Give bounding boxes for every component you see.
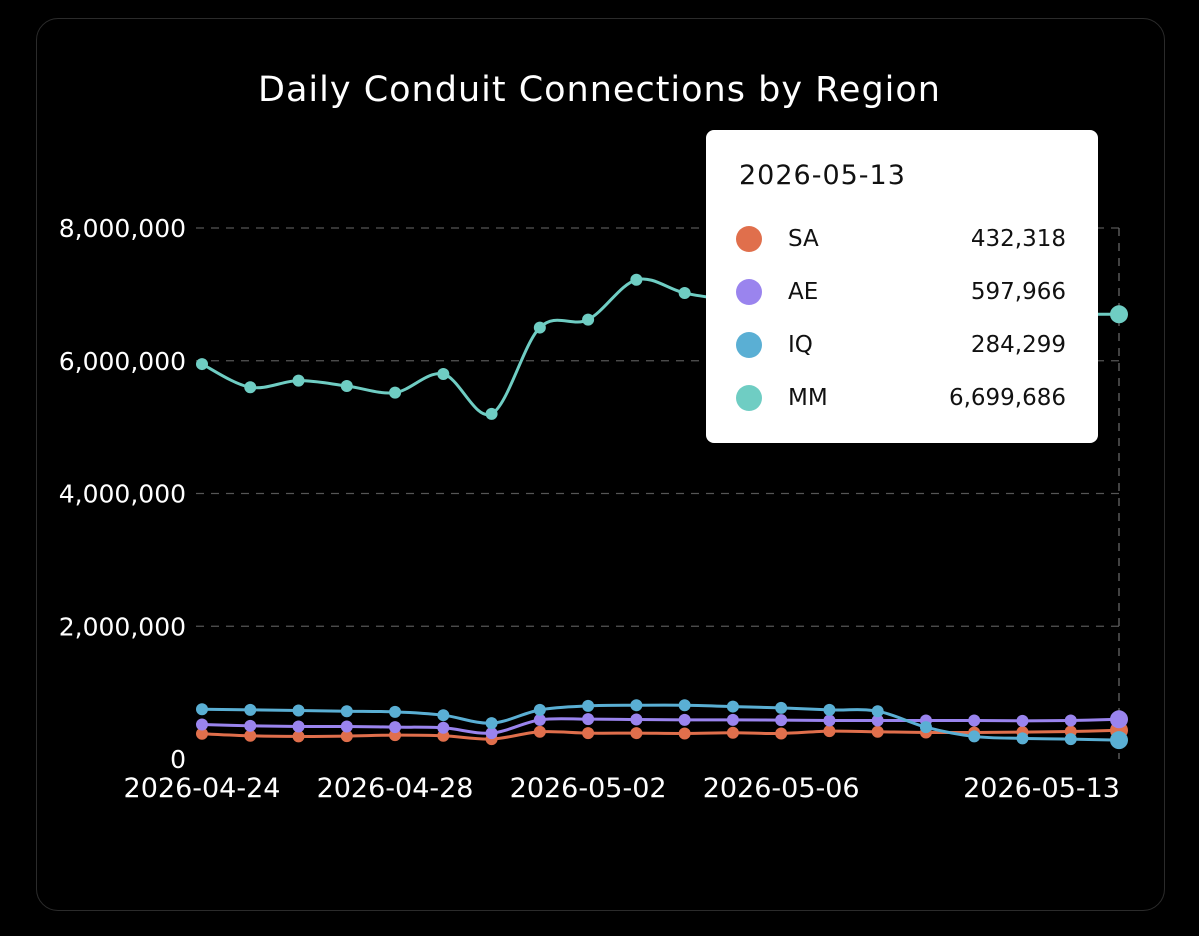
tooltip-row-ae: AE 597,966 (736, 277, 1066, 307)
x-tick-label: 2026-04-24 (124, 773, 281, 804)
data-point-ae[interactable] (678, 713, 691, 726)
data-point-ae[interactable] (630, 713, 643, 726)
data-point-iq[interactable] (244, 703, 257, 716)
data-point-ae[interactable] (437, 721, 450, 734)
data-point-ae[interactable] (389, 721, 402, 734)
data-point-iq[interactable] (630, 699, 643, 712)
data-point-iq[interactable] (196, 703, 208, 716)
tooltip-series-value: 432,318 (970, 226, 1066, 252)
data-point-iq[interactable] (919, 721, 932, 734)
data-point-sa[interactable] (775, 727, 788, 740)
data-point-mm[interactable] (630, 273, 643, 286)
data-point-ae[interactable] (244, 719, 257, 732)
data-point-ae[interactable] (582, 713, 595, 726)
data-point-ae[interactable] (823, 714, 836, 727)
data-point-iq[interactable] (1110, 731, 1128, 750)
data-point-iq[interactable] (775, 701, 788, 714)
tooltip-series-name: AE (788, 279, 819, 305)
x-tick-label: 2026-04-28 (317, 773, 474, 804)
data-point-ae[interactable] (196, 718, 208, 731)
data-point-iq[interactable] (292, 704, 305, 717)
y-tick-label: 6,000,000 (59, 347, 186, 376)
data-point-iq[interactable] (726, 700, 739, 713)
data-point-sa[interactable] (340, 730, 353, 743)
data-point-iq[interactable] (340, 705, 353, 718)
tooltip-series-name: IQ (788, 332, 813, 358)
data-point-iq[interactable] (485, 717, 498, 730)
data-point-ae[interactable] (726, 713, 739, 726)
legend-dot-icon (736, 332, 762, 358)
data-point-sa[interactable] (292, 730, 305, 743)
tooltip-date: 2026-05-13 (739, 160, 906, 191)
data-point-iq[interactable] (871, 705, 884, 718)
data-point-iq[interactable] (1064, 733, 1077, 746)
data-point-ae[interactable] (340, 720, 353, 733)
data-point-sa[interactable] (871, 725, 884, 738)
legend-dot-icon (736, 385, 762, 411)
data-point-sa[interactable] (678, 727, 691, 740)
data-point-iq[interactable] (1016, 732, 1029, 745)
data-point-mm[interactable] (340, 379, 353, 392)
chart-title: Daily Conduit Connections by Region (258, 70, 941, 110)
data-point-iq[interactable] (823, 703, 836, 716)
data-point-sa[interactable] (533, 725, 546, 738)
data-point-ae[interactable] (485, 727, 498, 740)
x-tick-label: 2026-05-02 (510, 773, 667, 804)
tooltip-row-mm: MM 6,699,686 (736, 383, 1066, 413)
data-point-mm[interactable] (244, 381, 257, 394)
data-point-ae[interactable] (968, 714, 981, 727)
y-tick-label: 4,000,000 (59, 480, 186, 509)
data-point-ae[interactable] (775, 714, 788, 727)
data-point-ae[interactable] (1110, 710, 1128, 729)
tooltip-series-value: 6,699,686 (948, 385, 1066, 411)
tooltip-row-sa: SA 432,318 (736, 224, 1066, 254)
data-point-mm[interactable] (582, 313, 595, 326)
data-point-sa[interactable] (582, 727, 595, 740)
data-point-ae[interactable] (871, 714, 884, 727)
tooltip-series-value: 597,966 (970, 279, 1066, 305)
data-point-mm[interactable] (196, 358, 208, 371)
data-point-mm[interactable] (678, 287, 691, 300)
data-point-ae[interactable] (1016, 714, 1029, 727)
data-point-iq[interactable] (533, 703, 546, 716)
data-point-mm[interactable] (533, 321, 546, 334)
data-point-iq[interactable] (437, 709, 450, 722)
tooltip-series-value: 284,299 (970, 332, 1066, 358)
data-point-iq[interactable] (389, 705, 402, 718)
data-point-sa[interactable] (726, 726, 739, 739)
tooltip-row-iq: IQ 284,299 (736, 330, 1066, 360)
data-point-sa[interactable] (630, 727, 643, 740)
x-tick-label: 2026-05-06 (703, 773, 860, 804)
data-point-mm[interactable] (485, 407, 498, 420)
legend-dot-icon (736, 226, 762, 252)
chart-tooltip: 2026-05-13 SA 432,318 AE 597,966 IQ 284,299 MM… (706, 130, 1098, 443)
data-point-mm[interactable] (437, 368, 450, 381)
data-point-sa[interactable] (244, 729, 257, 742)
data-point-ae[interactable] (292, 720, 305, 733)
x-tick-label: 2026-05-13 (963, 773, 1120, 804)
data-point-iq[interactable] (582, 699, 595, 712)
data-point-mm[interactable] (1110, 305, 1128, 324)
tooltip-series-name: SA (788, 226, 819, 252)
data-point-iq[interactable] (968, 730, 981, 743)
data-point-ae[interactable] (533, 713, 546, 726)
tooltip-series-name: MM (788, 385, 828, 411)
data-point-mm[interactable] (389, 386, 402, 399)
y-tick-label: 0 (170, 745, 186, 774)
data-point-sa[interactable] (823, 725, 836, 738)
y-tick-label: 8,000,000 (59, 214, 186, 243)
data-point-ae[interactable] (1064, 714, 1077, 727)
legend-dot-icon (736, 279, 762, 305)
data-point-iq[interactable] (678, 699, 691, 712)
y-tick-label: 2,000,000 (59, 612, 186, 641)
data-point-sa[interactable] (196, 727, 208, 740)
data-point-mm[interactable] (292, 374, 305, 387)
